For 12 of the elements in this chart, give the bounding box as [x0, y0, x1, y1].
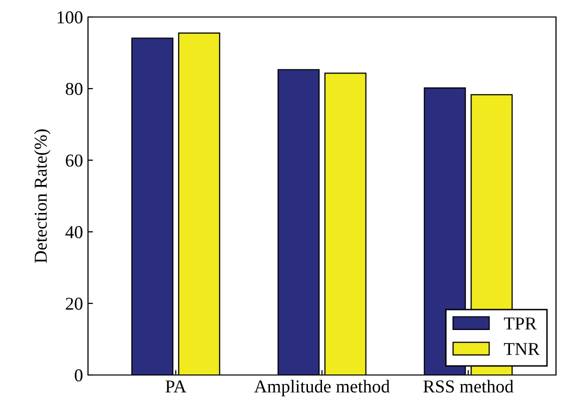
y-tick-label: 80 — [66, 82, 82, 96]
y-tick-label: 20 — [66, 298, 82, 310]
x-tick-label: RSS method — [423, 380, 514, 393]
y-tick-label: 100 — [58, 11, 82, 24]
y-tick-label: 60 — [66, 154, 82, 167]
y-tick-label: 0 — [74, 369, 82, 382]
legend-label: TPR — [504, 318, 537, 330]
y-axis-title: Detection Rate(%) — [34, 129, 50, 263]
legend-label: TNR — [504, 343, 540, 355]
x-tick-label: Amplitude method — [254, 380, 390, 396]
y-tick-label: 40 — [65, 226, 82, 238]
x-tick-label: PA — [166, 380, 186, 392]
